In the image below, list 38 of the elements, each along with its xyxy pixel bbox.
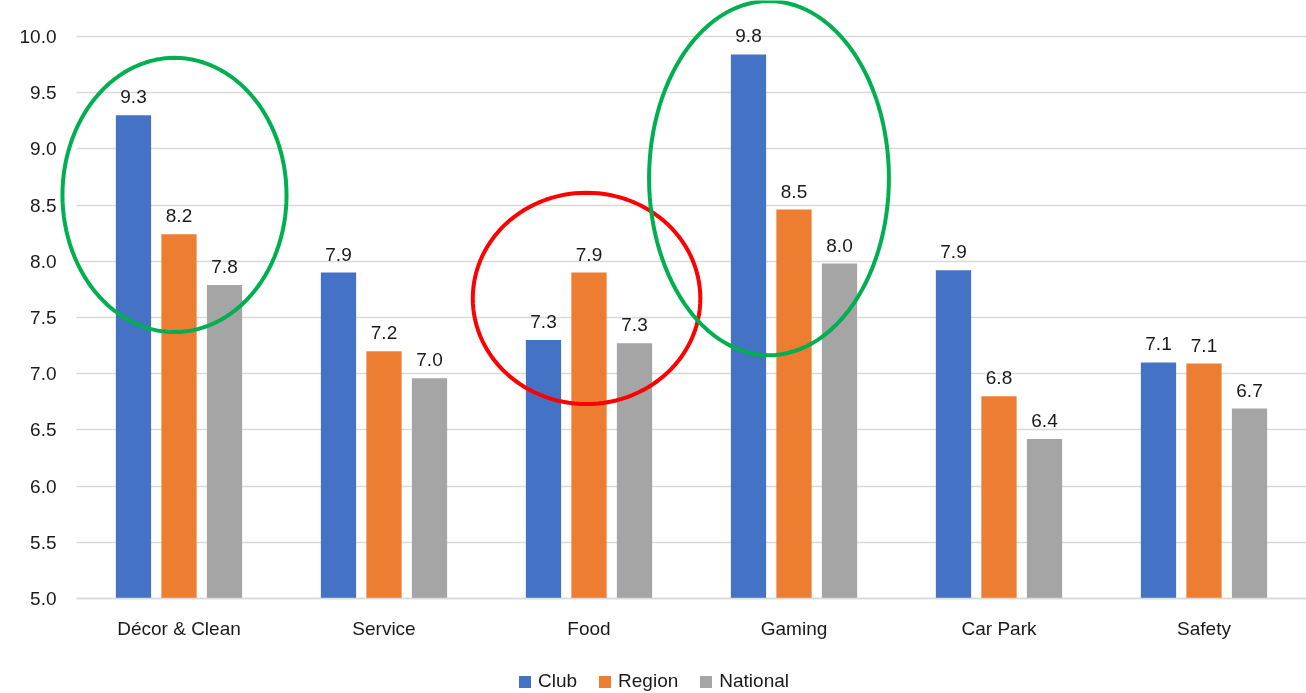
y-tick-label: 10.0 [19, 26, 57, 47]
y-tick-label: 8.5 [30, 194, 57, 216]
y-tick-label: 7.5 [30, 307, 57, 328]
data-label: 6.7 [1236, 379, 1263, 401]
x-tick-label: Décor & Clean [117, 617, 241, 639]
y-tick-label: 8.0 [30, 250, 57, 272]
y-tick-label: 5.5 [30, 531, 57, 553]
x-tick-label: Gaming [760, 617, 828, 639]
y-tick-label: 6.5 [30, 419, 57, 441]
x-tick-label: Service [352, 617, 416, 639]
y-tick-label: 6.0 [30, 475, 57, 497]
y-tick-label: 9.0 [30, 138, 57, 160]
data-label: 7.9 [940, 241, 967, 263]
y-tick-label: 9.5 [30, 82, 57, 104]
data-label: 8.0 [826, 234, 853, 256]
legend-label: National [719, 670, 790, 692]
x-tick-label: Safety [1177, 617, 1232, 639]
data-label: 9.3 [120, 86, 147, 108]
y-tick-label: 5.0 [30, 588, 57, 609]
data-label: 8.2 [165, 205, 193, 227]
data-label: 7.8 [211, 255, 238, 277]
legend-label: Region [618, 670, 679, 692]
data-label: 7.0 [416, 349, 443, 371]
data-label: 7.3 [530, 310, 557, 332]
data-label: 6.4 [1031, 409, 1059, 431]
x-tick-label: Car Park [961, 617, 1037, 639]
data-label: 7.1 [1145, 333, 1172, 355]
legend-label: Club [537, 670, 578, 692]
data-label: 7.9 [325, 243, 352, 265]
y-tick-label: 7.0 [30, 363, 57, 385]
data-label: 6.8 [985, 367, 1013, 389]
data-label: 7.9 [575, 243, 603, 265]
data-label: 9.8 [735, 25, 762, 47]
data-label: 8.5 [780, 180, 808, 202]
x-tick-label: Food [567, 617, 611, 639]
data-label: 7.1 [1190, 334, 1218, 356]
data-label: 7.2 [370, 322, 398, 344]
data-label: 7.3 [621, 314, 648, 336]
